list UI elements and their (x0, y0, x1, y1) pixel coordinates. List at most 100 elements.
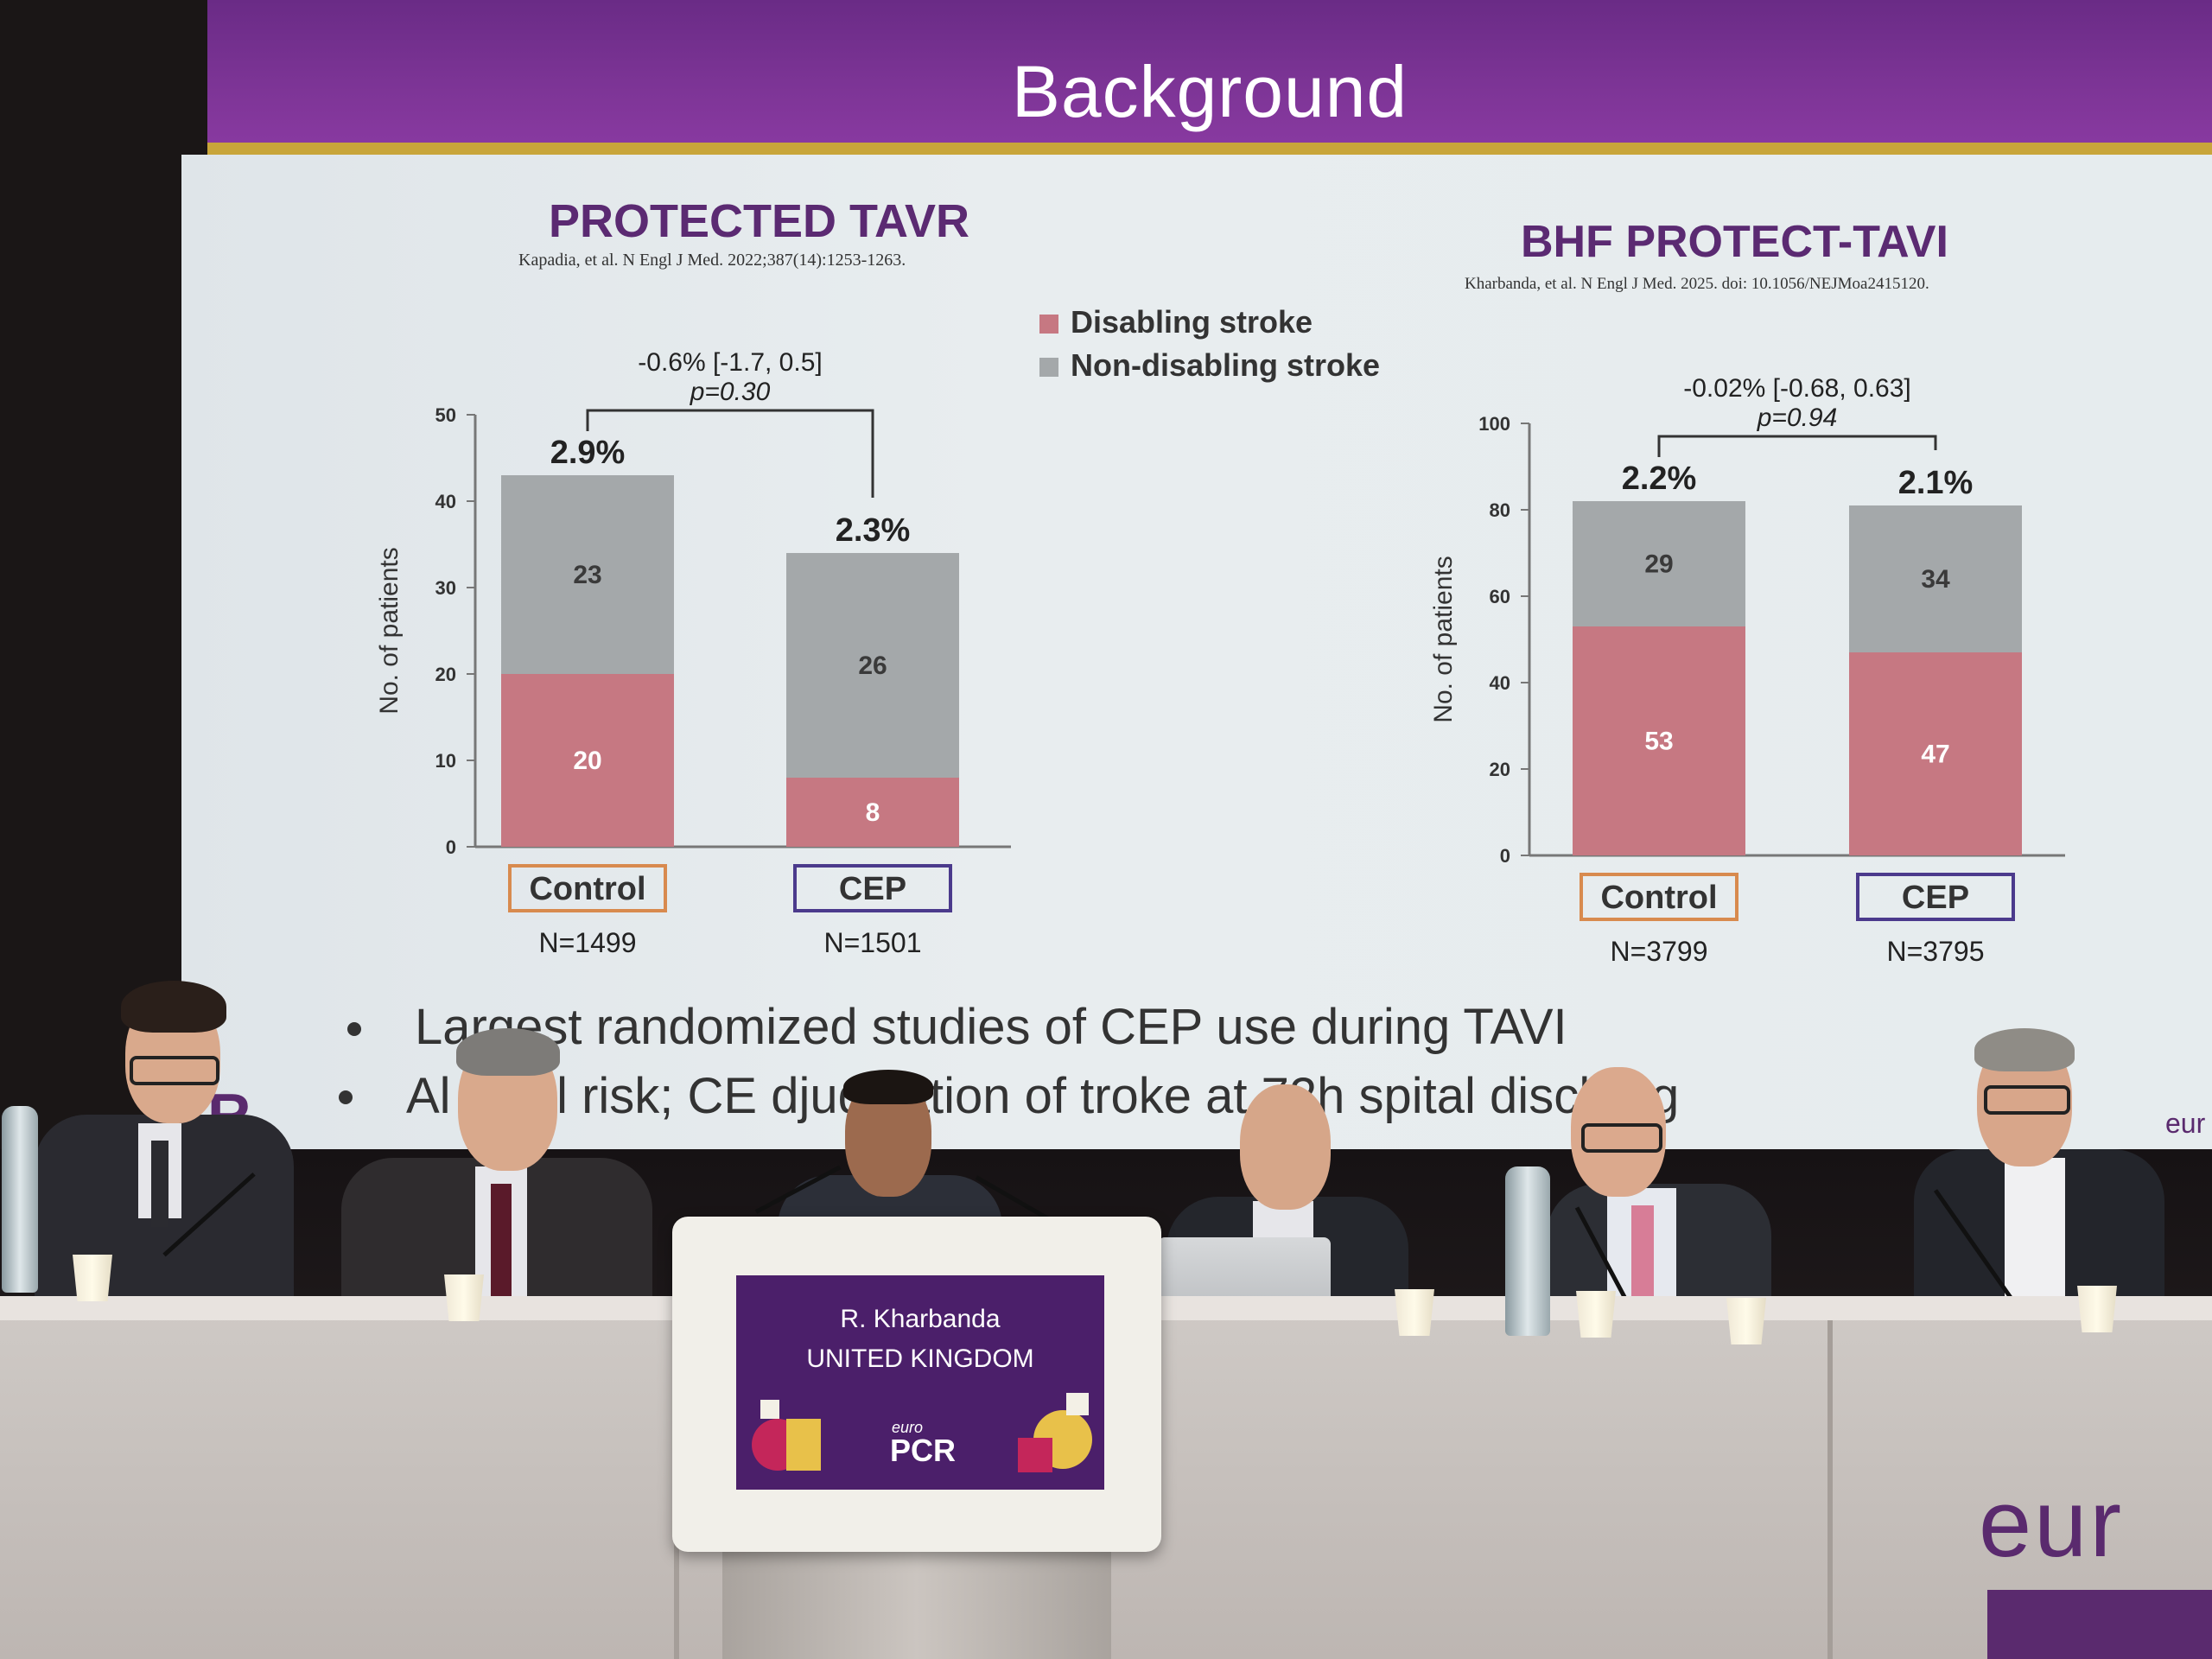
y-tick-label: 40 (1490, 672, 1510, 694)
significance-bracket (1657, 435, 1937, 457)
bar-percent-label: 2.2% (1622, 461, 1697, 497)
podium-logo-small: euro (892, 1419, 924, 1436)
bar-percent-label: 2.9% (550, 435, 626, 471)
glasses-icon (1984, 1085, 2070, 1115)
legend-swatch-disabling (1039, 315, 1058, 334)
bar-segment (1573, 626, 1745, 855)
bar-segment (1573, 501, 1745, 626)
legend-swatch-non-disabling (1039, 358, 1058, 378)
category-n-label: N=3795 (1887, 936, 1985, 967)
projected-slide: Background PROTECTED TAVR Kapadia, et al… (95, 0, 2212, 1175)
category-box (508, 864, 667, 912)
y-tick-label: 30 (435, 577, 456, 599)
bar-segment (501, 475, 674, 674)
chart-citation-protected-tavr: Kapadia, et al. N Engl J Med. 2022;387(1… (518, 251, 906, 270)
bar-value-label: 8 (866, 798, 880, 827)
y-tick-label: 10 (435, 750, 456, 772)
p-value-label: p=0.94 (1757, 404, 1838, 432)
bar-value-label: 20 (573, 747, 601, 775)
paper-cup-icon (444, 1274, 484, 1321)
y-axis-label: No. of patients (375, 547, 404, 714)
speaker-country: UNITED KINGDOM (806, 1344, 1034, 1373)
bar-segment (1849, 652, 2022, 855)
difference-label: -0.6% [-1.7, 0.5] (638, 348, 822, 377)
chart-protected-tavr: 0 10 20 30 40 50 No. of patients 20 23 2.9% Contro… (375, 348, 1011, 958)
podium-decoration-left (752, 1400, 821, 1471)
y-axis-label: No. of patients (1429, 556, 1458, 722)
chart-citation-bhf-protect-tavi: Kharbanda, et al. N Engl J Med. 2025. do… (1465, 275, 1929, 293)
paper-cup-icon (1726, 1298, 1766, 1344)
paper-cup-icon (1576, 1291, 1616, 1338)
chart-title-bhf-protect-tavi: BHF PROTECT-TAVI (1521, 217, 1948, 267)
y-tick-label: 0 (446, 836, 456, 858)
difference-label: -0.02% [-0.68, 0.63] (1683, 374, 1911, 403)
bar-segment (786, 778, 959, 847)
panelist-hair (1974, 1028, 2075, 1071)
bar-value-label: 29 (1644, 550, 1673, 579)
legend-label: Non-disabling stroke (1071, 347, 1381, 383)
panelist-head (1240, 1084, 1331, 1210)
category-n-label: N=1501 (824, 927, 922, 958)
bullet-dot (347, 1022, 361, 1036)
category-label: Control (529, 871, 645, 907)
category-label: CEP (839, 871, 906, 907)
water-bottle-icon (2, 1106, 38, 1293)
legend-disabling-stroke: Disabling stroke (1039, 304, 1313, 340)
bar-value-label: 26 (858, 652, 887, 680)
podium-stand (722, 1552, 1111, 1659)
podium-logo-large: PCR (890, 1433, 957, 1468)
y-tick-label: 100 (1478, 413, 1510, 435)
legend-label: Disabling stroke (1071, 304, 1313, 340)
paper-cup-icon (73, 1255, 112, 1301)
category-n-label: N=3799 (1611, 936, 1708, 967)
bar-value-label: 34 (1921, 565, 1950, 594)
y-tick-label: 20 (1490, 759, 1510, 780)
table-seam (1827, 1320, 1833, 1659)
y-tick-label: 50 (435, 404, 456, 426)
y-tick-label: 40 (435, 491, 456, 512)
category-label: Control (1600, 880, 1717, 916)
bar-value-label: 47 (1921, 741, 1949, 769)
bar-segment (501, 674, 674, 847)
category-n-label: N=1499 (539, 927, 637, 958)
category-box (793, 864, 952, 912)
category-label: CEP (1902, 880, 1969, 916)
chart-title-protected-tavr: PROTECTED TAVR (549, 195, 970, 247)
panelist-tie (151, 1141, 168, 1227)
slide-logo-text-fragment: eur (2165, 1108, 2206, 1139)
significance-bracket (586, 409, 874, 498)
y-tick-label: 60 (1490, 586, 1510, 607)
stage-brand-text: eur (1979, 1471, 2124, 1577)
category-box (1856, 873, 2015, 921)
paper-cup-icon (1395, 1289, 1434, 1336)
chart-bhf-protect-tavi: 0 20 40 60 80 100 No. of patients 53 29 2.2% Contr… (1429, 374, 2065, 967)
bar-percent-label: 2.3% (836, 512, 911, 549)
speaker-name: R. Kharbanda (840, 1305, 1001, 1333)
bar-value-label: 53 (1644, 728, 1673, 756)
y-tick-label: 80 (1490, 499, 1510, 521)
category-box (1580, 873, 1738, 921)
slide-title: Background (1011, 51, 1408, 132)
panelist-head (1571, 1067, 1666, 1197)
slide-bullet-1: Largest randomized studies of CEP use du… (415, 999, 1567, 1055)
water-bottle-icon (1505, 1166, 1550, 1336)
slide-bullet-2: Al gical risk; CE djudication of troke a… (406, 1068, 1680, 1124)
glasses-icon (130, 1056, 219, 1085)
bar-percent-label: 2.1% (1898, 465, 1974, 501)
bar-value-label: 23 (573, 561, 601, 589)
panelist-hair (456, 1028, 560, 1076)
panelist-hair (121, 981, 226, 1033)
bar-segment (786, 553, 959, 778)
paper-cup-icon (2077, 1286, 2117, 1332)
panelist-hair (843, 1070, 933, 1104)
stage-brand-block (1987, 1590, 2212, 1659)
p-value-label: p=0.30 (690, 378, 771, 406)
podium-decoration-right (1018, 1393, 1092, 1472)
y-tick-label: 20 (435, 664, 456, 685)
slide-header: Background (207, 0, 2212, 154)
bullet-dot (339, 1090, 353, 1104)
y-tick-label: 0 (1500, 845, 1510, 867)
bar-segment (1849, 505, 2022, 652)
glasses-icon (1581, 1123, 1662, 1153)
